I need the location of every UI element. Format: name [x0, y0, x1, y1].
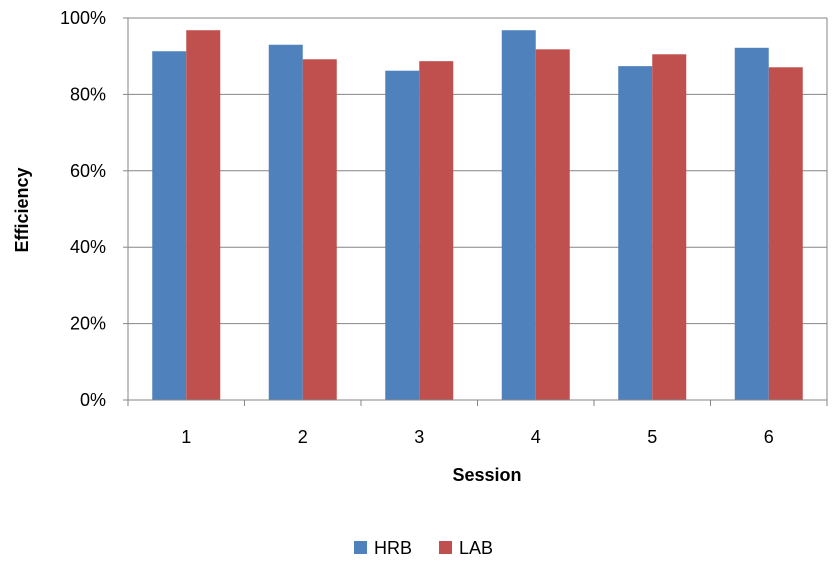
bar-lab-session-3 — [419, 61, 454, 400]
bar-lab-session-4 — [535, 49, 570, 400]
bar-lab-session-6 — [768, 67, 803, 400]
y-tick-labels: 0% 20% 40% 60% 80% 100% — [60, 8, 106, 410]
legend-swatch-hrb — [354, 541, 367, 554]
y-tick-label: 80% — [70, 84, 106, 104]
legend-label-hrb: HRB — [374, 538, 412, 558]
x-tick-label: 3 — [414, 427, 424, 447]
legend-swatch-lab — [439, 541, 452, 554]
x-tick-label: 5 — [647, 427, 657, 447]
bar-lab-session-2 — [302, 59, 337, 400]
y-tick-label: 60% — [70, 161, 106, 181]
y-tick-label: 20% — [70, 314, 106, 334]
axes — [123, 17, 828, 406]
legend-label-lab: LAB — [459, 538, 493, 558]
x-tick-label: 1 — [181, 427, 191, 447]
x-tick-label: 4 — [531, 427, 541, 447]
gridlines — [128, 17, 827, 325]
y-tick-label: 0% — [80, 390, 106, 410]
x-tick-label: 6 — [764, 427, 774, 447]
bar-hrb-session-4 — [501, 30, 536, 400]
y-tick-label: 40% — [70, 237, 106, 257]
x-tick-label: 2 — [298, 427, 308, 447]
x-axis-title: Session — [452, 465, 521, 485]
bar-hrb-session-1 — [152, 51, 187, 400]
legend: HRB LAB — [354, 538, 493, 558]
bar-hrb-session-3 — [385, 70, 420, 400]
y-tick-label: 100% — [60, 8, 106, 28]
bar-lab-session-5 — [652, 54, 687, 400]
bar-hrb-session-2 — [268, 44, 303, 401]
bar-hrb-session-5 — [618, 66, 653, 400]
bar-lab-session-1 — [186, 30, 221, 400]
bar-hrb-session-6 — [734, 47, 769, 401]
x-tick-labels: 1 2 3 4 5 6 — [181, 427, 774, 447]
y-axis-title: Efficiency — [12, 167, 32, 252]
bars — [152, 30, 803, 401]
